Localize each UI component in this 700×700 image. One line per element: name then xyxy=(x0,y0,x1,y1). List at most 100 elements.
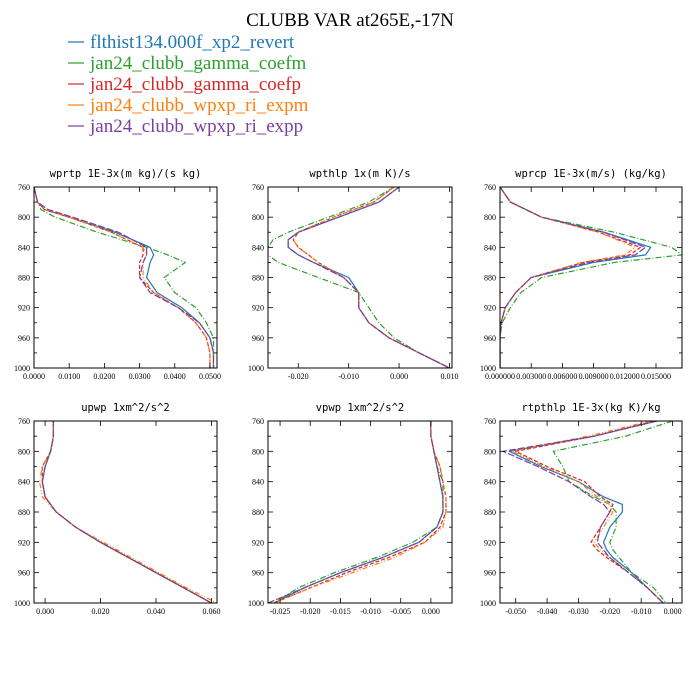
plot-frame xyxy=(267,420,453,604)
y-tick-label: 840 xyxy=(252,478,264,487)
y-tick-label: 800 xyxy=(252,213,264,222)
series-line xyxy=(500,187,652,368)
x-tick-label: 0.0100 xyxy=(58,372,80,381)
y-tick-label: 760 xyxy=(484,417,496,426)
series-line xyxy=(273,421,444,603)
x-tick-label: -0.015 xyxy=(330,607,351,616)
plot-frame xyxy=(33,420,218,604)
legend-label: jan24_clubb_gamma_coefm xyxy=(89,53,307,74)
x-tick-label: 0.0200 xyxy=(93,372,115,381)
x-tick-label: 0.0000 xyxy=(23,372,45,381)
series-line xyxy=(41,421,212,603)
x-tick-label: 0.003000 xyxy=(516,372,546,381)
x-tick-label: 0.000 xyxy=(390,372,408,381)
y-tick-label: 1000 xyxy=(480,364,496,373)
x-tick-label: 0.060 xyxy=(202,607,220,616)
y-tick-label: 880 xyxy=(252,274,264,283)
chart-panel: wprtp 1E-3x(m kg)/(s kg) 760 800 840 880 920 9… xyxy=(14,168,221,381)
x-tick-label: 0.000 xyxy=(422,607,440,616)
y-tick-label: 920 xyxy=(252,538,264,547)
series-line xyxy=(500,187,636,368)
series-line xyxy=(292,187,450,368)
x-tick-label: -0.025 xyxy=(270,607,291,616)
x-tick-label: 0.000 xyxy=(36,607,54,616)
y-tick-label: 760 xyxy=(252,417,264,426)
panel-title: wprcp 1E-3x(m/s) (kg/kg) xyxy=(515,168,667,180)
y-tick-label: 800 xyxy=(484,213,496,222)
series-line xyxy=(511,421,664,603)
y-tick-label: 920 xyxy=(18,304,30,313)
y-tick-label: 880 xyxy=(18,508,30,517)
x-tick-label: 0.000 xyxy=(664,607,682,616)
y-tick-label: 920 xyxy=(252,304,264,313)
series-line xyxy=(41,421,212,603)
panels: wprtp 1E-3x(m kg)/(s kg) 760 800 840 880 920 9… xyxy=(14,168,683,616)
y-tick-label: 920 xyxy=(484,538,496,547)
series-line xyxy=(34,187,215,368)
plot-frame xyxy=(267,186,453,369)
panel-title: upwp 1xm^2/s^2 xyxy=(81,402,170,414)
x-tick-label: 0.0300 xyxy=(129,372,151,381)
chart-panel: vpwp 1xm^2/s^2 760 800 840 880 920 960 1000 -0.0… xyxy=(248,402,453,616)
x-tick-label: -0.010 xyxy=(631,607,652,616)
y-tick-label: 760 xyxy=(18,417,30,426)
series-line xyxy=(38,421,217,603)
x-tick-label: 0.020 xyxy=(92,607,110,616)
series-line xyxy=(34,187,211,368)
y-tick-label: 840 xyxy=(484,478,496,487)
y-tick-label: 760 xyxy=(18,183,30,192)
series-line xyxy=(508,421,664,603)
y-tick-label: 760 xyxy=(484,183,496,192)
series-line xyxy=(292,187,450,368)
y-tick-label: 960 xyxy=(484,334,496,343)
series-line xyxy=(552,421,673,603)
series-line xyxy=(268,421,444,603)
y-tick-label: 880 xyxy=(252,508,264,517)
y-tick-label: 960 xyxy=(484,569,496,578)
x-tick-label: -0.040 xyxy=(537,607,558,616)
series-line xyxy=(34,187,211,368)
x-tick-label: 0.009000 xyxy=(579,372,609,381)
y-tick-label: 960 xyxy=(18,569,30,578)
plot-frame xyxy=(499,186,683,369)
y-tick-label: 960 xyxy=(252,334,264,343)
x-tick-label: -0.005 xyxy=(390,607,411,616)
y-tick-label: 800 xyxy=(484,447,496,456)
panel-title: vpwp 1xm^2/s^2 xyxy=(316,402,405,414)
x-tick-label: 0.010 xyxy=(440,372,458,381)
y-tick-label: 1000 xyxy=(248,364,264,373)
y-tick-label: 880 xyxy=(18,274,30,283)
y-tick-label: 840 xyxy=(18,243,30,252)
panel-title: wpthlp 1x(m K)/s xyxy=(309,168,410,180)
legend-label: jan24_clubb_wpxp_ri_expp xyxy=(89,116,303,137)
y-tick-label: 960 xyxy=(252,569,264,578)
y-tick-label: 800 xyxy=(252,447,264,456)
y-tick-label: 920 xyxy=(18,538,30,547)
x-tick-label: 0.0500 xyxy=(199,372,221,381)
x-tick-label: -0.010 xyxy=(338,372,359,381)
series-line xyxy=(41,421,212,603)
y-tick-label: 960 xyxy=(18,334,30,343)
series-line xyxy=(268,187,450,368)
y-tick-label: 800 xyxy=(18,213,30,222)
series-line xyxy=(273,421,444,603)
legend-label: jan24_clubb_gamma_coefp xyxy=(89,74,301,95)
y-tick-label: 880 xyxy=(484,508,496,517)
series-line xyxy=(287,187,450,368)
x-tick-label: 0.0400 xyxy=(164,372,186,381)
y-tick-label: 840 xyxy=(484,243,496,252)
y-tick-label: 800 xyxy=(18,447,30,456)
series-line xyxy=(34,187,215,368)
y-tick-label: 1000 xyxy=(14,599,30,608)
y-tick-label: 920 xyxy=(484,304,496,313)
series-line xyxy=(502,421,664,603)
panel-title: rtpthlp 1E-3x(kg K)/kg xyxy=(521,402,660,414)
series-line xyxy=(500,187,647,368)
series-line xyxy=(273,421,447,603)
x-tick-label: -0.020 xyxy=(300,607,321,616)
legend: flthist134.000f_xp2_revertjan24_clubb_ga… xyxy=(68,32,309,137)
chart-panel: wpthlp 1x(m K)/s 760 800 840 880 920 960 1000 -0… xyxy=(248,168,458,381)
panel-title: wprtp 1E-3x(m kg)/(s kg) xyxy=(50,168,202,180)
x-tick-label: 0.000000 xyxy=(485,372,515,381)
y-tick-label: 1000 xyxy=(480,599,496,608)
